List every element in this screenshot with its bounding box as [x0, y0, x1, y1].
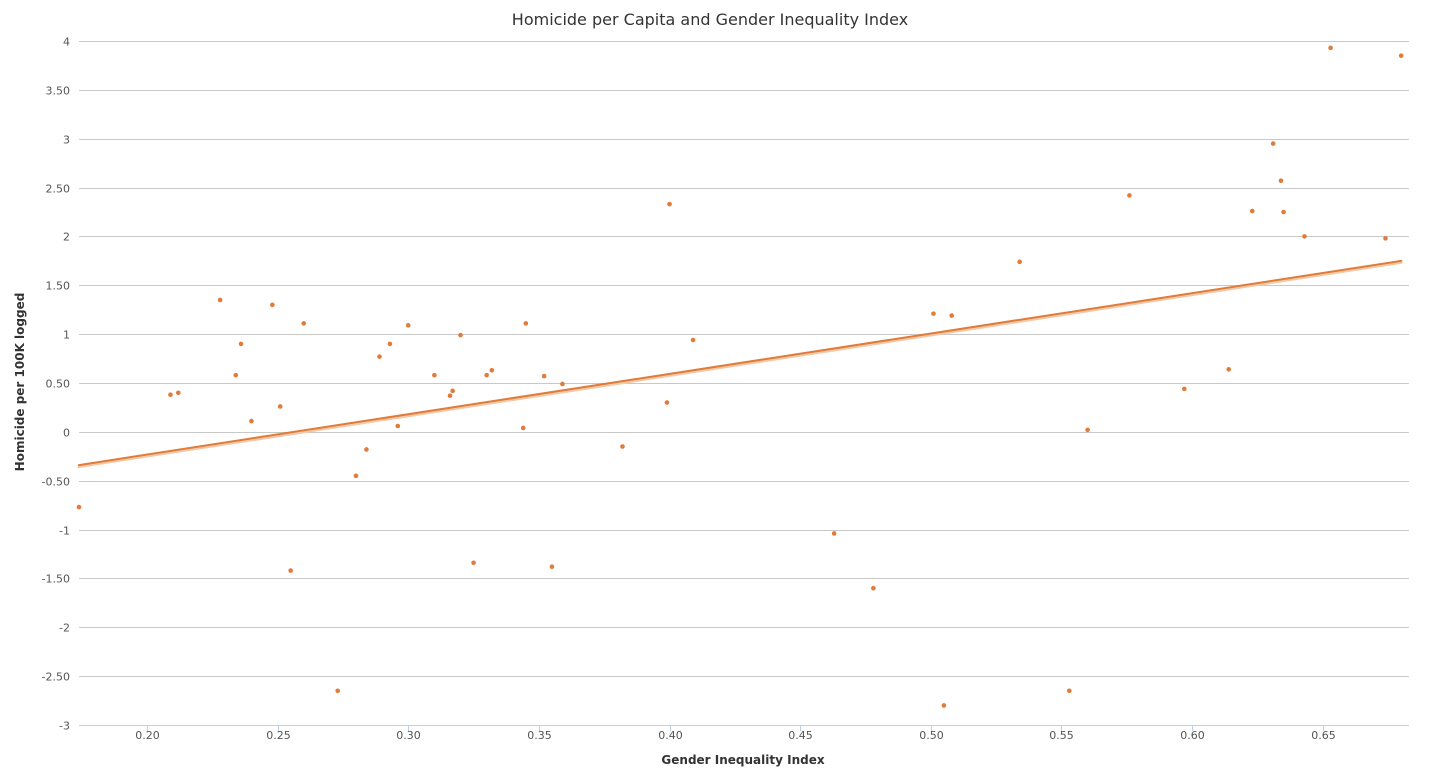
x-tick-label: 0.25 [266, 729, 291, 742]
data-point[interactable] [1181, 386, 1187, 392]
data-point[interactable] [1067, 688, 1072, 694]
data-point[interactable] [450, 388, 455, 394]
y-tick-label: 3.50 [46, 85, 71, 98]
data-point[interactable] [667, 201, 672, 207]
data-point[interactable] [217, 297, 223, 303]
y-tick-label: -0.50 [42, 476, 70, 489]
data-point[interactable] [1302, 234, 1307, 239]
y-tick-label: 4 [63, 36, 70, 49]
trend-line-shadow [77, 260, 1403, 469]
data-point[interactable] [233, 372, 239, 378]
data-point[interactable] [175, 390, 181, 396]
x-tick-label: 0.45 [788, 729, 813, 742]
data-point[interactable] [520, 425, 526, 431]
data-point[interactable] [76, 504, 82, 510]
x-axis-title: Gender Inequality Index [661, 753, 824, 767]
y-tick-label: 2.50 [46, 183, 71, 196]
trend-line [78, 259, 1403, 467]
y-tick-label: 3 [63, 134, 70, 147]
data-point[interactable] [1127, 193, 1132, 198]
x-tick-label: 0.65 [1311, 729, 1336, 742]
data-points [76, 45, 1404, 708]
y-tick-label: 0.50 [46, 378, 71, 391]
x-tick-label: 0.30 [396, 729, 421, 742]
axis-layer [79, 725, 1409, 731]
data-point[interactable] [377, 354, 382, 359]
x-tick-label: 0.55 [1049, 729, 1074, 742]
x-tick-label: 0.40 [658, 729, 683, 742]
data-point[interactable] [364, 447, 369, 452]
data-point[interactable] [871, 585, 876, 591]
data-point[interactable] [541, 373, 547, 379]
data-point[interactable] [1226, 367, 1232, 372]
data-point[interactable] [238, 341, 244, 347]
data-point[interactable] [249, 418, 254, 424]
data-point[interactable] [489, 367, 495, 373]
data-point[interactable] [560, 381, 565, 387]
data-point[interactable] [690, 337, 696, 343]
trend-line-layer [77, 259, 1403, 469]
x-tick-label: 0.60 [1180, 729, 1205, 742]
y-tick-label: -1 [59, 525, 70, 538]
y-tick-label: -3 [59, 720, 70, 733]
data-point[interactable] [1249, 208, 1255, 214]
x-tick-label: 0.20 [135, 729, 160, 742]
data-point[interactable] [432, 372, 437, 378]
data-point[interactable] [949, 313, 955, 318]
data-point[interactable] [523, 321, 529, 326]
chart-title: Homicide per Capita and Gender Inequalit… [512, 10, 908, 29]
data-point[interactable] [1017, 259, 1022, 265]
data-point[interactable] [1383, 236, 1388, 241]
y-tick-label: -2 [59, 622, 70, 635]
data-point[interactable] [405, 323, 411, 328]
x-tick-labels: 0.20 0.25 0.30 0.35 0.40 0.45 0.50 0.55 0.60 0.65 [135, 729, 1336, 742]
data-point[interactable] [395, 423, 401, 429]
y-tick-label: -1.50 [42, 573, 70, 586]
y-tick-label: 1.50 [46, 280, 71, 293]
x-tick-label: 0.50 [919, 729, 944, 742]
y-tick-label: 2 [63, 231, 70, 244]
data-point[interactable] [1085, 427, 1090, 433]
data-point[interactable] [831, 531, 837, 536]
data-point[interactable] [549, 564, 555, 570]
y-tick-label: -2.50 [42, 671, 70, 684]
data-point[interactable] [664, 400, 670, 405]
grid-layer [79, 41, 1409, 726]
data-point[interactable] [353, 473, 359, 479]
data-point[interactable] [471, 560, 476, 566]
data-point[interactable] [620, 444, 625, 449]
data-point[interactable] [168, 392, 173, 398]
data-point[interactable] [1328, 45, 1333, 51]
data-point[interactable] [931, 311, 936, 316]
data-point[interactable] [447, 393, 453, 399]
data-point[interactable] [1281, 209, 1286, 215]
data-point[interactable] [484, 372, 489, 378]
data-point[interactable] [335, 688, 340, 694]
y-tick-label: 0 [63, 427, 70, 440]
data-point[interactable] [277, 404, 283, 409]
data-point[interactable] [288, 568, 293, 573]
data-point[interactable] [270, 302, 275, 308]
data-point[interactable] [458, 332, 463, 338]
data-point[interactable] [1398, 53, 1404, 58]
y-tick-label: 1 [63, 329, 70, 342]
x-tick-label: 0.35 [527, 729, 552, 742]
data-point[interactable] [1270, 141, 1276, 146]
data-point[interactable] [1278, 178, 1284, 184]
data-point[interactable] [387, 341, 393, 347]
y-axis-title: Homicide per 100K logged [13, 293, 27, 472]
data-point[interactable] [301, 321, 307, 326]
data-point[interactable] [941, 703, 947, 708]
y-tick-labels: 4 3.50 3 2.50 2 1.50 1 0.50 0 -0.50 -1 -1.50 -2 -2.50… [42, 36, 70, 733]
